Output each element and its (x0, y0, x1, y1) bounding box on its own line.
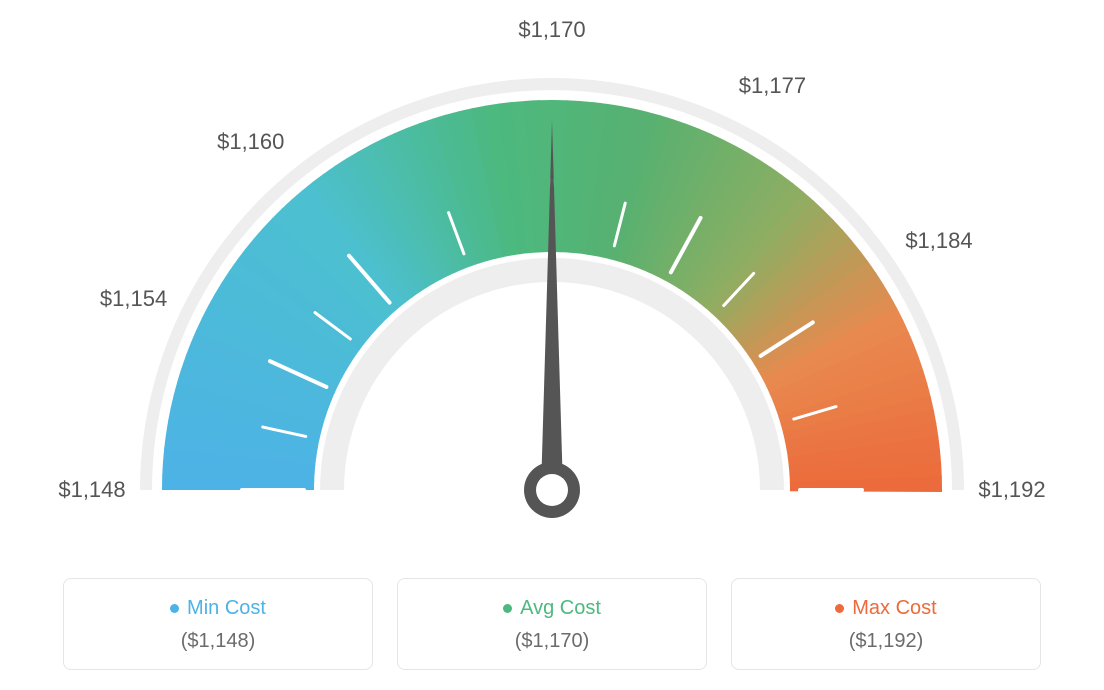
legend-max-box: Max Cost ($1,192) (731, 578, 1041, 670)
legend-min-title: Min Cost (187, 597, 266, 620)
legend-row: Min Cost ($1,148) Avg Cost ($1,170) Max … (0, 578, 1104, 670)
legend-min-box: Min Cost ($1,148) (63, 578, 373, 670)
legend-avg-box: Avg Cost ($1,170) (397, 578, 707, 670)
gauge-tick-label: $1,170 (518, 17, 585, 43)
legend-min-value: ($1,148) (84, 630, 352, 653)
gauge-tick-label: $1,177 (739, 73, 806, 99)
legend-avg-value: ($1,170) (418, 630, 686, 653)
gauge-svg (0, 0, 1104, 550)
gauge-tick-label: $1,192 (978, 477, 1045, 503)
legend-avg-dot (503, 604, 512, 613)
gauge-tick-label: $1,184 (905, 228, 972, 254)
gauge-tick-label: $1,154 (100, 286, 167, 312)
legend-max-value: ($1,192) (752, 630, 1020, 653)
legend-max-dot (835, 604, 844, 613)
gauge-chart: $1,148 $1,154 $1,160 $1,170 $1,177 $1,184 $1,1… (0, 0, 1104, 550)
legend-avg-title: Avg Cost (520, 597, 601, 620)
legend-min-dot (170, 604, 179, 613)
gauge-tick-label: $1,160 (217, 129, 284, 155)
gauge-tick-label: $1,148 (58, 477, 125, 503)
legend-max-title: Max Cost (852, 597, 936, 620)
